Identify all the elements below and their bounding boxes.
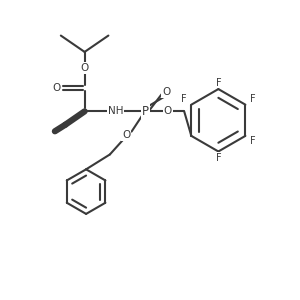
Text: O: O: [122, 130, 130, 140]
Text: O: O: [52, 82, 61, 93]
Text: F: F: [181, 94, 187, 104]
Text: F: F: [215, 77, 221, 88]
Text: O: O: [80, 63, 89, 73]
Text: NH: NH: [108, 106, 124, 116]
Text: O: O: [162, 87, 170, 97]
Text: F: F: [250, 136, 256, 146]
Text: F: F: [250, 94, 256, 104]
Text: O: O: [164, 106, 172, 116]
Text: F: F: [215, 153, 221, 163]
Text: P: P: [142, 105, 149, 118]
